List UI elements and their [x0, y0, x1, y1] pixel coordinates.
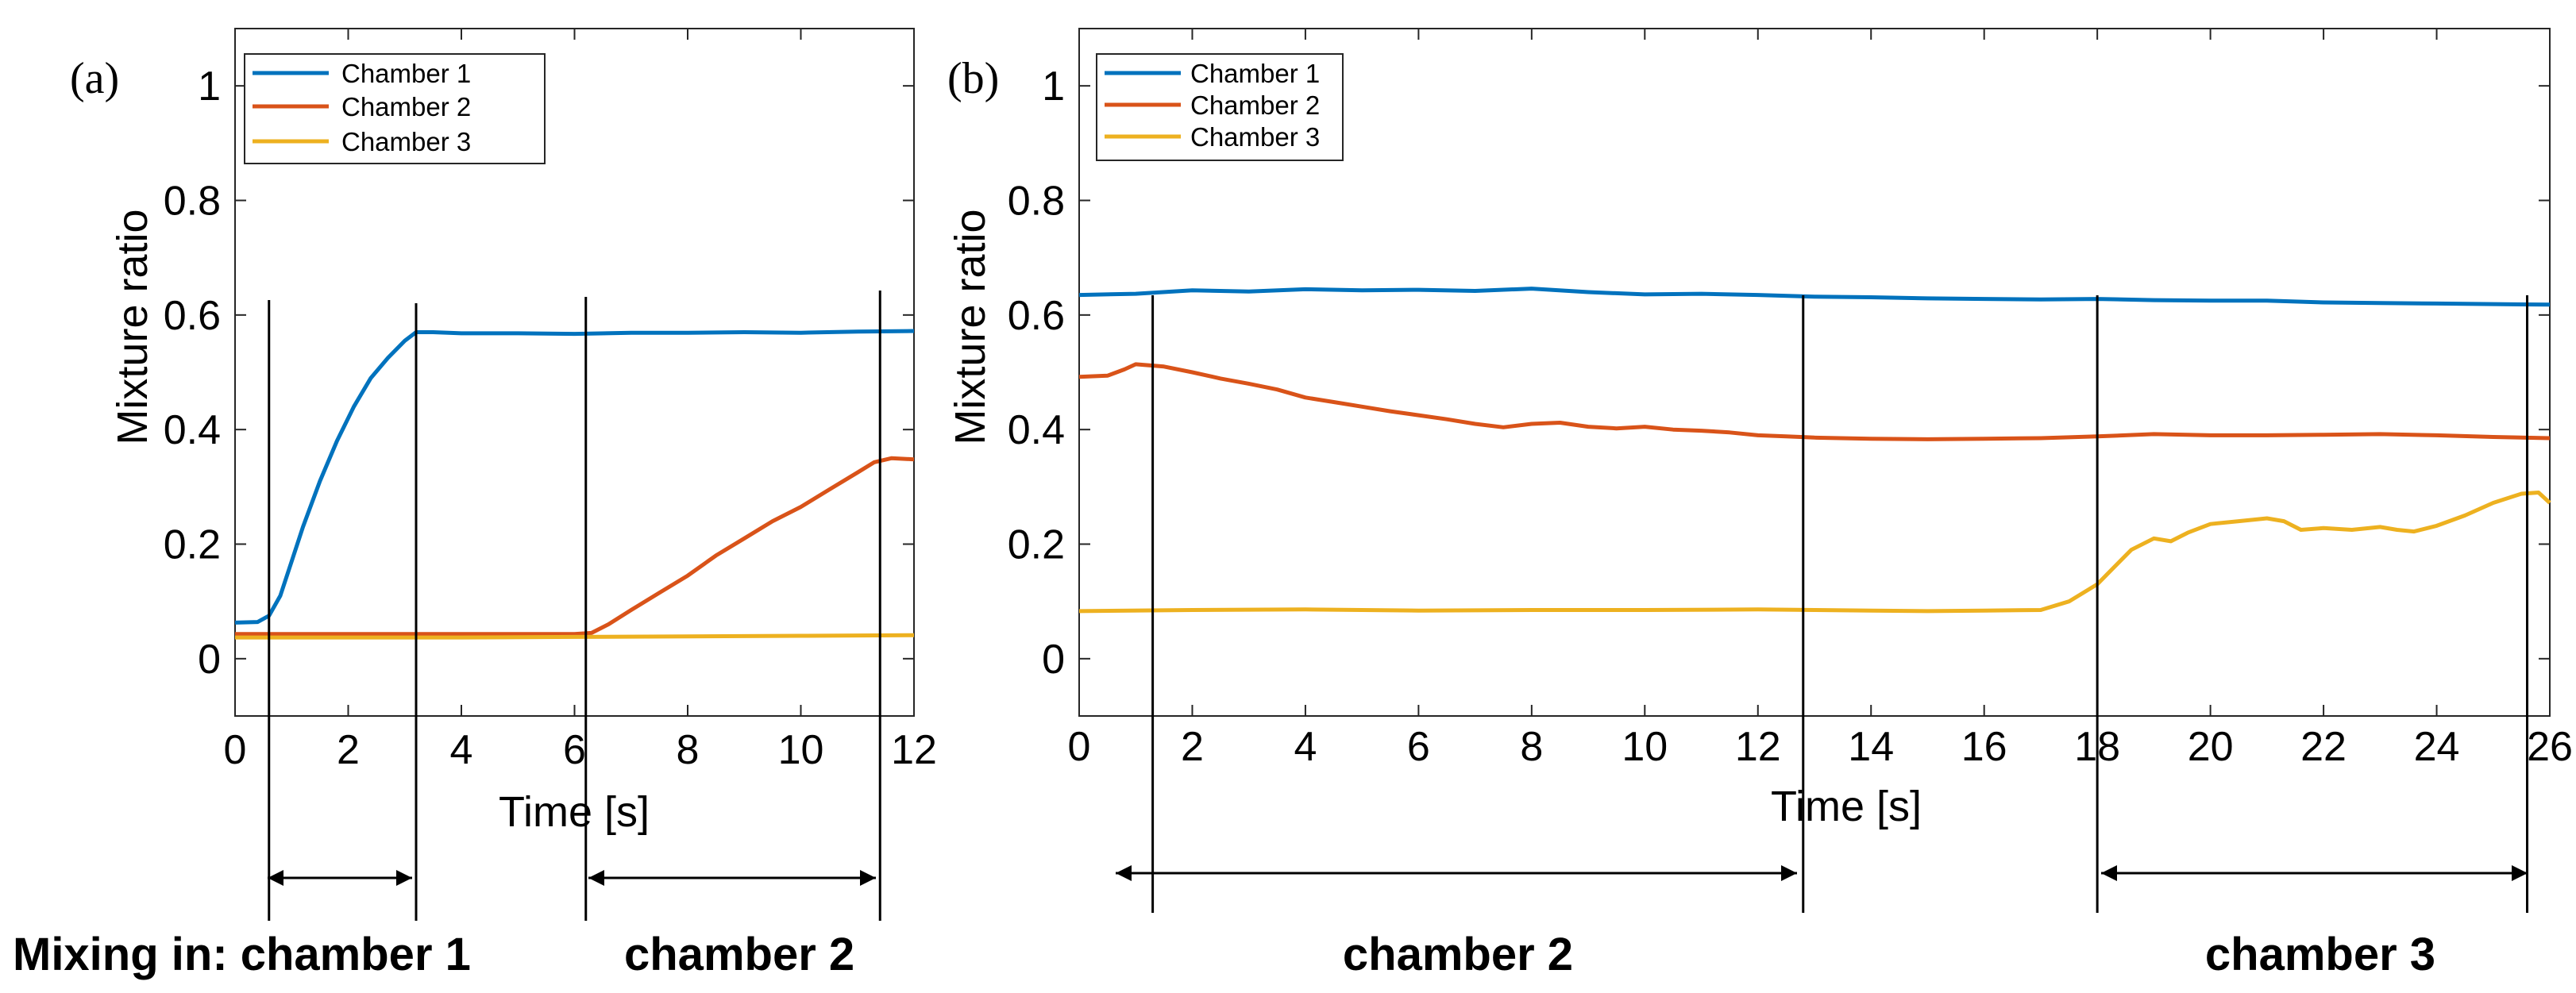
panel-a-legend-chamber-1: Chamber 1 [341, 59, 471, 88]
panel-b-legend: Chamber 1 Chamber 2 Chamber 3 [1096, 53, 1344, 161]
panel-b-xtick-label: 0 [1068, 724, 1091, 770]
panel-b-legend-chamber-3: Chamber 3 [1190, 122, 1320, 152]
panel-b-xtick-label: 26 [2527, 724, 2573, 770]
panel-b-series-chamber-1 [1078, 287, 2551, 307]
panel-a-xtick-label: 10 [778, 727, 824, 773]
panel-a-series-chamber-2 [235, 456, 915, 637]
panel-b-series [1078, 287, 2551, 614]
panel-a-legend: Chamber 1 Chamber 2 Chamber 3 [244, 53, 546, 164]
panel-a-bracket-label-2: chamber 2 [624, 929, 854, 980]
panel-b-bracket-label-2: chamber 3 [2205, 929, 2435, 980]
panel-a-series-chamber-1 [234, 329, 915, 625]
panel-a-ytick-label: 0.2 [164, 522, 221, 568]
panel-b-ytick-label: 0.2 [1008, 522, 1065, 568]
panel-b-xtick-label: 24 [2414, 724, 2460, 770]
panel-a-xtick-label: 4 [450, 727, 473, 773]
panel-a-label: (a) [70, 54, 119, 103]
panel-a-series [234, 329, 915, 640]
panel-b-xtick-label: 16 [1961, 724, 2007, 770]
panel-a-vlines [268, 291, 881, 921]
panel-a-ytick-label: 1 [198, 64, 221, 110]
panel-b-bracket-1-right-arrow [1781, 865, 1797, 881]
panel-b-ytick-label: 0 [1042, 637, 1065, 683]
panel-b-xtick-label: 8 [1520, 724, 1543, 770]
panel-b-bracket-2-right-arrow [2512, 865, 2528, 881]
panel-a-xtick-label: 12 [891, 727, 937, 773]
panel-b-xlabel: Time [s] [1771, 783, 1922, 830]
panel-b-series-chamber-3 [1078, 491, 2551, 614]
panel-a-bracket-2-left-arrow [588, 870, 604, 886]
panel-a-xtick-label: 6 [563, 727, 586, 773]
panel-b-bracket-label-1: chamber 2 [1343, 929, 1573, 980]
panel-b-xtick-label: 10 [1622, 724, 1668, 770]
panel-a-ytick-label: 0.4 [164, 407, 221, 453]
panel-a: (a) 0 2 4 6 8 10 12 0 0.2 0.4 0.6 0.8 1 Time [s] Mix… [13, 28, 937, 980]
panel-a-ytick-label: 0 [198, 637, 221, 683]
panel-a-ticks: 0 2 4 6 8 10 12 0 0.2 0.4 0.6 0.8 1 [164, 29, 937, 773]
panel-a-xtick-label: 8 [677, 727, 700, 773]
panel-b-xtick-label: 2 [1181, 724, 1204, 770]
panel-b-series-chamber-2 [1078, 362, 2551, 441]
panel-b-ytick-label: 0.8 [1008, 179, 1065, 225]
panel-b-label: (b) [947, 54, 999, 103]
panel-a-bracket-1-left-arrow [268, 870, 283, 886]
panel-b-ytick-label: 1 [1042, 64, 1065, 110]
panel-b-xtick-label: 6 [1407, 724, 1430, 770]
panel-a-xlabel: Time [s] [499, 788, 650, 836]
panel-b-legend-chamber-1: Chamber 1 [1190, 59, 1320, 88]
panel-a-ylabel: Mixture ratio [109, 209, 156, 445]
panel-b-ytick-label: 0.6 [1008, 293, 1065, 339]
panel-a-series-chamber-3 [235, 633, 915, 640]
panel-b-bracket-2-left-arrow [2101, 865, 2117, 881]
panel-a-brackets [268, 870, 876, 886]
panel-b-vlines [1151, 295, 2529, 913]
panel-a-xtick-label: 0 [224, 727, 247, 773]
panel-b-bracket-1-left-arrow [1116, 865, 1132, 881]
panel-a-legend-chamber-2: Chamber 2 [341, 92, 471, 121]
panel-b-xtick-label: 12 [1735, 724, 1781, 770]
panel-a-ytick-label: 0.6 [164, 293, 221, 339]
panel-a-bracket-label-1: Mixing in: chamber 1 [13, 929, 471, 980]
panel-b: (b) 0 2 4 6 8 10 12 14 16 18 20 22 24 2600.20.40.60.8… [947, 28, 2573, 980]
panel-a-bracket-1-right-arrow [396, 870, 412, 886]
panel-a-bracket-2-right-arrow [860, 870, 876, 886]
panel-b-xtick-label: 20 [2188, 724, 2234, 770]
panel-a-legend-chamber-3: Chamber 3 [341, 127, 471, 156]
panel-b-xtick-label: 14 [1848, 724, 1894, 770]
panel-a-xtick-label: 2 [337, 727, 360, 773]
panel-b-legend-chamber-2: Chamber 2 [1190, 90, 1320, 120]
panel-b-xtick-label: 4 [1294, 724, 1317, 770]
panel-a-ytick-label: 0.8 [164, 179, 221, 225]
panel-b-ylabel: Mixture ratio [947, 209, 994, 445]
panel-b-brackets [1116, 865, 2528, 881]
panel-b-ytick-label: 0.4 [1008, 407, 1065, 453]
panel-b-xtick-label: 22 [2300, 724, 2347, 770]
